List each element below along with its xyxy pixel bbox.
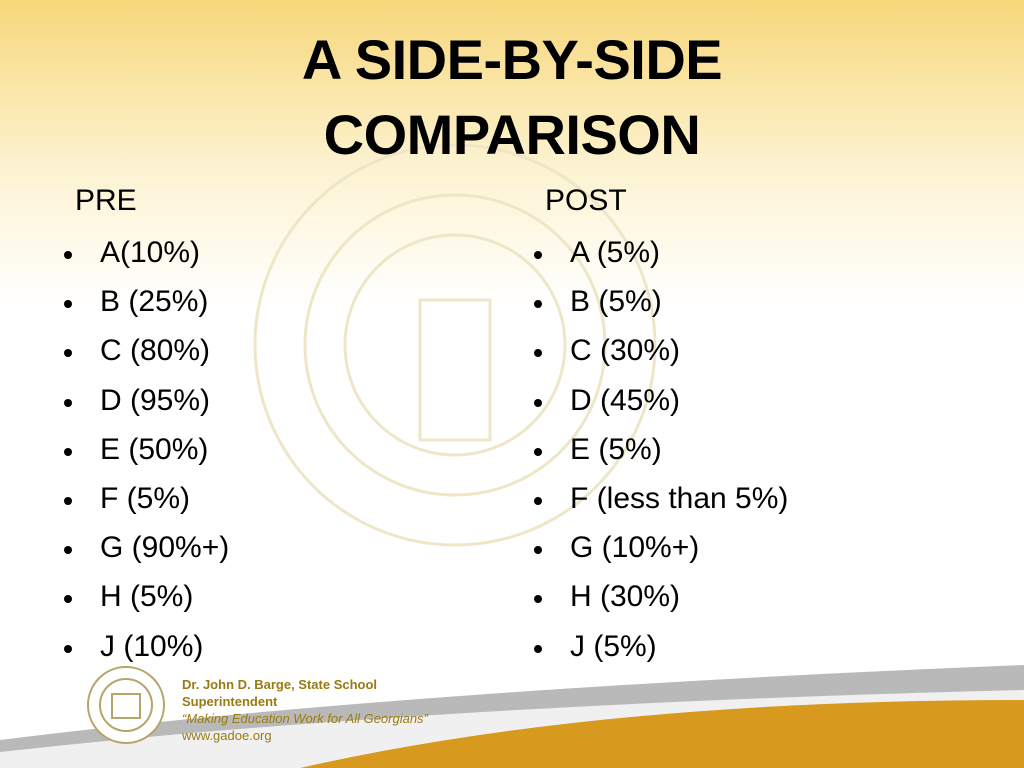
footer-name: Dr. John D. Barge, State School Superint… <box>182 677 378 709</box>
bullet <box>64 300 72 309</box>
bullet <box>534 300 542 309</box>
list-item: F (less than 5%) <box>570 482 789 515</box>
bullet <box>64 447 72 456</box>
list-item: E (5%) <box>570 432 662 466</box>
bullet <box>64 595 72 604</box>
list-item: C (30%) <box>570 334 681 368</box>
title-line: A SIDE-BY-SIDE <box>301 28 723 91</box>
footer-url: www.gadoe.org <box>182 728 272 743</box>
list-item: G (90%+) <box>100 531 230 565</box>
bullet <box>64 349 72 358</box>
bullet <box>64 644 72 653</box>
bullet <box>534 349 542 358</box>
column-heading: PRE <box>75 184 137 217</box>
bullet <box>534 447 542 456</box>
bullet <box>534 497 542 505</box>
bullet <box>534 546 542 555</box>
bullet <box>64 497 72 505</box>
list-item: E (50%) <box>100 432 209 466</box>
list-item: A (5%) <box>570 236 661 269</box>
bullet <box>534 644 542 653</box>
bullet <box>534 398 542 407</box>
list-item: F (5%) <box>100 482 190 515</box>
bullet <box>64 251 72 259</box>
bullet <box>534 595 542 604</box>
logo <box>87 666 165 744</box>
list-item: G (10%+) <box>570 531 700 565</box>
list-item: B (5%) <box>570 285 662 319</box>
footer-motto: “Making Education Work for All Georgians… <box>182 711 428 726</box>
title: A SIDE-BY-SIDE COMPARISON <box>0 22 1024 172</box>
list-item: H (30%) <box>570 580 681 614</box>
list-item: J (10%) <box>100 629 204 663</box>
title-line: COMPARISON <box>323 103 701 166</box>
footer: Dr. John D. Barge, State School Superint… <box>182 676 442 744</box>
list-item: D (45%) <box>570 383 681 417</box>
list-item: J (5%) <box>570 629 657 663</box>
list-item: C (80%) <box>100 334 211 368</box>
list-item: A(10%) <box>100 236 201 269</box>
watermark-seal <box>253 143 657 547</box>
list-item: B (25%) <box>100 285 209 319</box>
bullet <box>64 398 72 407</box>
column-heading: POST <box>545 184 627 217</box>
list-item: H (5%) <box>100 580 194 614</box>
swoosh-gold <box>300 700 1024 768</box>
bullet <box>64 546 72 555</box>
list-item: D (95%) <box>100 383 211 417</box>
bullet <box>534 251 542 259</box>
